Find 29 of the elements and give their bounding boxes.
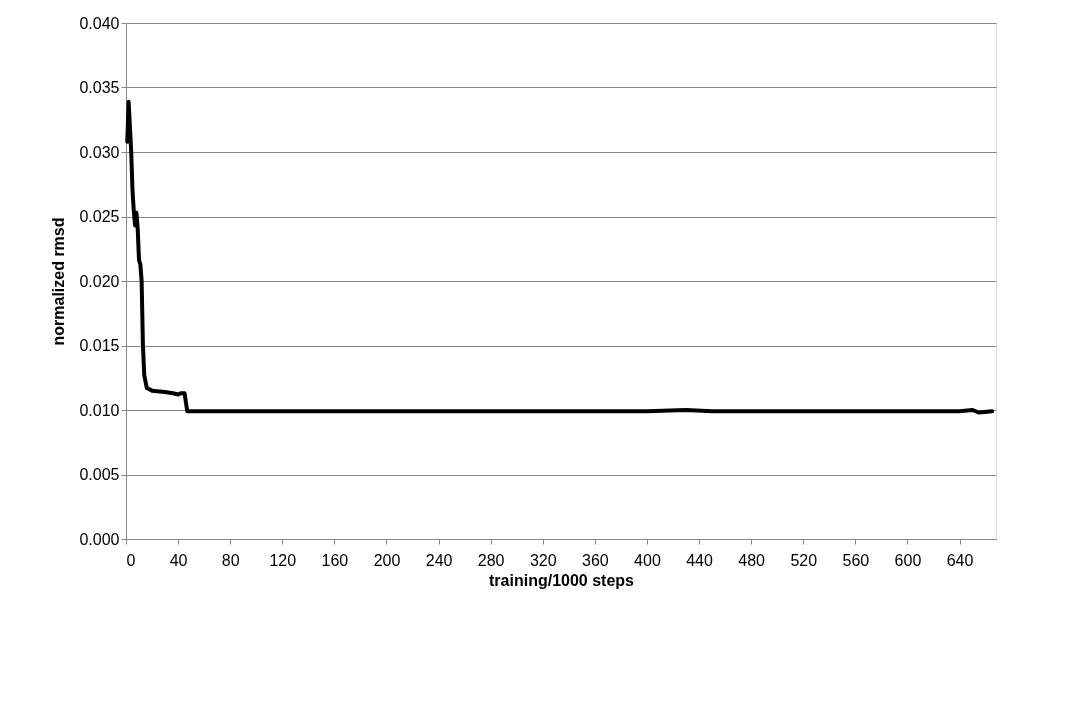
x-tick-label: 280 (477, 551, 505, 569)
x-tick-label: 160 (321, 551, 349, 569)
x-axis-title: training/1000 steps (489, 571, 635, 589)
y-tick-label: 0.025 (79, 208, 120, 225)
x-tick-label: 240 (425, 551, 453, 569)
y-tick-label: 0.015 (79, 337, 120, 354)
x-tick-label: 640 (946, 551, 974, 569)
x-tick-label: 40 (169, 551, 188, 569)
x-tick-label: 360 (582, 551, 609, 569)
y-tick-label: 0.005 (79, 466, 120, 483)
y-tick-label: 0.035 (79, 79, 120, 96)
x-tick-label: 80 (221, 551, 240, 569)
x-tick-label: 600 (894, 551, 922, 569)
y-tick-label: 0.030 (79, 143, 120, 161)
x-tick-label: 560 (842, 551, 870, 569)
x-tick-label: 120 (269, 551, 297, 569)
x-tick-label: 200 (373, 551, 401, 569)
y-axis-title: normalized rmsd (50, 217, 68, 346)
y-tick-label: 0.010 (79, 401, 120, 419)
x-tick-label: 0 (126, 551, 136, 569)
y-tick-label: 0.020 (79, 272, 120, 290)
x-tick-label: 440 (686, 551, 713, 569)
x-tick-label: 400 (634, 551, 661, 569)
line-series (125, 99, 995, 415)
x-tick-label: 520 (790, 551, 818, 569)
y-tick-label: 0.040 (79, 14, 120, 32)
y-tick-label: 0.000 (79, 530, 120, 548)
x-tick-label: 480 (738, 551, 766, 569)
x-tick-label: 320 (529, 551, 557, 569)
